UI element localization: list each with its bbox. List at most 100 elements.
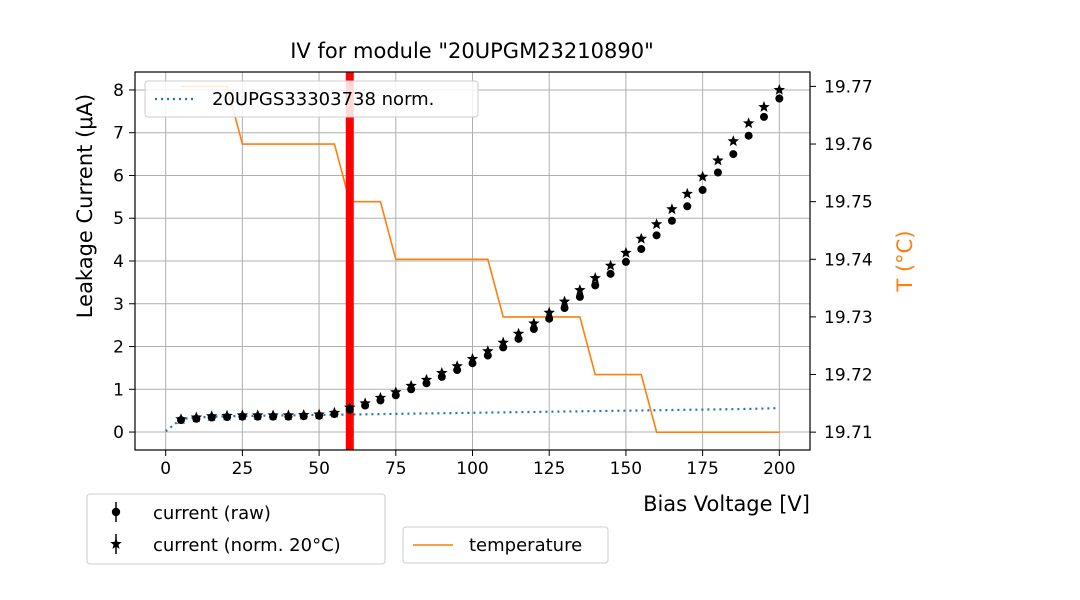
- y2-axis-label: T (°C): [893, 230, 917, 292]
- x-tick-label: 175: [686, 459, 718, 479]
- y-tick-label: 5: [113, 209, 124, 229]
- norm-current-point: [574, 284, 586, 295]
- raw-current-point: [729, 150, 738, 159]
- norm-current-point: [497, 336, 509, 348]
- legend-norm-marker: [110, 538, 122, 549]
- norm-current-point: [681, 187, 693, 199]
- legend-reference-label: 20UPGS33303738 norm.: [212, 89, 434, 110]
- raw-current-point: [621, 257, 630, 266]
- norm-current-point: [175, 413, 187, 425]
- raw-current-point: [637, 245, 646, 254]
- raw-current-point: [683, 202, 692, 211]
- y-tick-label: 4: [113, 252, 124, 272]
- y2-tick-label: 19.74: [824, 250, 873, 270]
- norm-current-point: [543, 306, 555, 318]
- legend-temperature: temperature: [402, 526, 609, 564]
- norm-current-point: [344, 401, 356, 413]
- legend-reference-box: [144, 80, 479, 118]
- x-tick-label: 100: [456, 459, 488, 479]
- y-tick-label: 2: [113, 338, 124, 358]
- norm-current-point: [727, 135, 739, 147]
- legend-current-box: [86, 493, 386, 565]
- norm-current-point: [482, 345, 494, 357]
- norm-current-point: [650, 218, 663, 230]
- y-tick-label: 0: [113, 423, 124, 443]
- legend-norm-label: current (norm. 20°C): [153, 535, 341, 556]
- norm-current-point: [267, 409, 279, 421]
- x-tick-label: 125: [533, 459, 565, 479]
- norm-current-point: [635, 232, 647, 244]
- norm-current-point: [604, 259, 617, 271]
- raw-current-point: [545, 314, 554, 323]
- raw-current-point: [575, 292, 584, 301]
- y2-tick-label: 19.72: [824, 366, 873, 386]
- raw-current-point: [775, 94, 784, 103]
- norm-current-point: [190, 411, 203, 423]
- norm-current-point: [420, 373, 433, 385]
- plot-area: [165, 72, 786, 450]
- norm-current-point: [359, 397, 371, 409]
- norm-current-point: [405, 379, 417, 391]
- norm-current-point: [512, 327, 525, 339]
- y-tick-label: 7: [113, 124, 124, 144]
- x-axis-label: Bias Voltage [V]: [643, 492, 810, 516]
- legend-temperature-box: [402, 526, 609, 564]
- y2-tick-label: 19.71: [824, 423, 873, 443]
- norm-current-point: [558, 295, 571, 307]
- norm-current-point: [436, 367, 448, 378]
- legend-raw-marker: [111, 507, 121, 517]
- y-tick-label: 3: [113, 295, 124, 315]
- chart-title: IV for module "20UPGM23210890": [290, 39, 654, 63]
- legend-temperature-label: temperature: [469, 535, 582, 556]
- norm-current-point: [466, 352, 479, 364]
- y2-tick-label: 19.76: [824, 135, 873, 155]
- raw-current-point: [713, 168, 722, 177]
- y-axis-label: Leakage Current (μA): [73, 94, 97, 318]
- y2-tick-label: 19.77: [824, 77, 873, 97]
- y-tick-label: 8: [113, 81, 124, 101]
- norm-current-point: [282, 409, 295, 421]
- norm-current-point: [620, 246, 632, 258]
- reference-norm-line: [165, 407, 780, 433]
- norm-current-point: [252, 409, 264, 421]
- x-tick-label: 50: [308, 459, 330, 479]
- raw-current-point: [759, 112, 768, 121]
- legend-current: current (raw) current (norm. 20°C): [86, 493, 386, 565]
- x-tick-label: 200: [763, 459, 795, 479]
- legend-reference: 20UPGS33303738 norm.: [144, 80, 479, 118]
- norm-current-point: [742, 117, 755, 129]
- legend-raw-label: current (raw): [153, 503, 271, 524]
- x-tick-label: 25: [232, 459, 254, 479]
- norm-current-point: [328, 406, 341, 418]
- y-tick-label: 1: [113, 380, 124, 400]
- x-tick-label: 150: [610, 459, 642, 479]
- raw-current-point: [591, 281, 600, 290]
- norm-current-point: [712, 154, 724, 166]
- axis-ticks: 0 25 50 75 100 125 150 175 200 0 1 2 3 4 5 6 7 8 19.71 19.7…: [113, 77, 873, 479]
- raw-current-point: [652, 231, 661, 240]
- norm-current-point: [528, 317, 540, 329]
- y2-tick-label: 19.73: [824, 308, 873, 328]
- y2-tick-label: 19.75: [824, 193, 873, 213]
- norm-current-point: [390, 386, 402, 398]
- norm-current-point: [696, 170, 709, 182]
- raw-current-point: [560, 304, 569, 313]
- norm-current-point: [298, 408, 310, 420]
- raw-current-point: [606, 269, 615, 278]
- raw-current-point: [698, 186, 707, 195]
- norm-current-point: [374, 391, 387, 403]
- x-tick-label: 75: [385, 459, 407, 479]
- raw-current-point: [744, 131, 753, 140]
- norm-current-point: [206, 410, 218, 422]
- norm-current-point: [451, 360, 463, 372]
- y-tick-label: 6: [113, 166, 124, 186]
- raw-current-point: [667, 216, 676, 225]
- norm-current-point: [666, 203, 678, 215]
- norm-current-point: [758, 101, 770, 112]
- norm-current-point: [773, 83, 786, 95]
- norm-current-point: [221, 409, 233, 421]
- norm-current-point: [589, 272, 601, 283]
- temperature-line: [181, 85, 780, 433]
- x-tick-label: 0: [160, 459, 171, 479]
